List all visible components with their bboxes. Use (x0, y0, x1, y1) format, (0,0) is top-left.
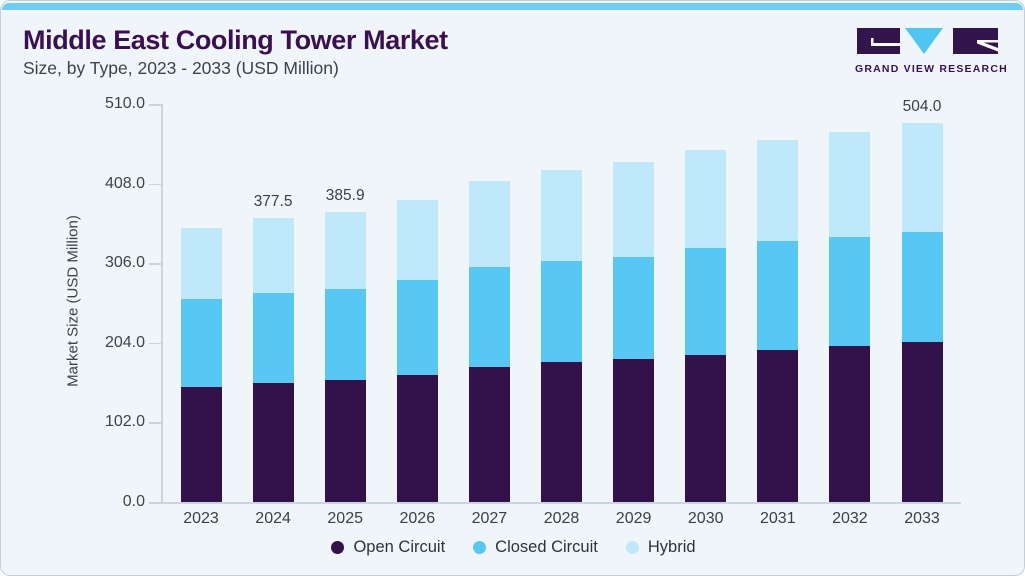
x-tick-label: 2025 (327, 510, 363, 527)
bar-segment-2026-open-circuit (396, 374, 438, 502)
y-tick-mark (149, 422, 161, 424)
bar-segment-2026-closed-circuit (396, 279, 438, 375)
bar-segment-2024-hybrid (252, 218, 294, 293)
chart-legend: Open Circuit Closed Circuit Hybrid (1, 538, 1024, 557)
bar-segment-2029-hybrid (613, 162, 655, 257)
y-tick-label: 408.0 (104, 174, 145, 192)
x-tick-label: 2026 (399, 510, 436, 527)
legend-item-closed-circuit: Closed Circuit (473, 538, 598, 557)
bar-segment-2029-closed-circuit (613, 256, 655, 359)
bar-segment-2030-closed-circuit (685, 247, 727, 355)
y-axis-line (161, 104, 163, 502)
legend-dot-icon (625, 541, 639, 554)
bar-segment-2023-closed-circuit (180, 298, 222, 388)
y-tick-label: 306.0 (104, 254, 145, 272)
y-axis-title: Market Size (USD Million) (64, 215, 82, 387)
x-axis-line (149, 502, 961, 504)
x-tick-label: 2027 (471, 510, 508, 527)
bar-segment-2024-open-circuit (252, 382, 294, 502)
bar-segment-2026-hybrid (396, 200, 438, 280)
bar-segment-2028-hybrid (541, 170, 582, 261)
bar-segment-2025-hybrid (324, 212, 366, 289)
x-tick-label: 2030 (687, 510, 724, 527)
bar-total-label: 385.9 (325, 187, 365, 205)
bar-segment-2027-closed-circuit (468, 266, 510, 367)
x-tick-label: 2031 (760, 510, 796, 527)
y-tick-label: 510.0 (104, 95, 145, 112)
y-tick-mark (149, 263, 161, 265)
y-tick-mark (149, 342, 161, 345)
bar-total-label: 377.5 (253, 193, 293, 211)
x-tick-label: 2028 (543, 510, 580, 527)
bar-segment-2028-closed-circuit (541, 260, 582, 362)
y-tick-label: 102.0 (104, 413, 145, 431)
bar-segment-2032-open-circuit (829, 345, 871, 502)
gvr-logo-icon (857, 28, 998, 54)
bar-segment-2029-open-circuit (613, 358, 655, 502)
bar-segment-2024-closed-circuit (252, 292, 294, 383)
legend-item-hybrid: Hybrid (625, 538, 696, 557)
legend-label: Open Circuit (353, 538, 446, 556)
top-accent-bar (2, 3, 1023, 10)
legend-dot-icon (473, 541, 487, 554)
bar-segment-2031-open-circuit (757, 349, 799, 502)
y-tick-label: 0.0 (122, 493, 145, 510)
x-tick-label: 2029 (615, 510, 652, 527)
bar-segment-2023-hybrid (180, 227, 222, 299)
x-tick-label: 2023 (183, 510, 219, 527)
bar-segment-2031-closed-circuit (757, 241, 799, 350)
bar-segment-2031-hybrid (757, 140, 799, 242)
x-tick-label: 2024 (255, 510, 291, 527)
gvr-logo-text: GRAND VIEW RESEARCH (855, 63, 1008, 75)
grand-view-research-logo: GRAND VIEW RESEARCH (855, 28, 1008, 75)
y-tick-mark (149, 183, 161, 186)
bar-segment-2028-open-circuit (541, 361, 582, 502)
bar-segment-2027-hybrid (468, 181, 510, 267)
bar-segment-2030-open-circuit (685, 354, 727, 502)
page-title: Middle East Cooling Tower Market (23, 25, 448, 55)
chart-header: Middle East Cooling Tower Market Size, b… (23, 25, 448, 79)
bar-segment-2033-open-circuit (901, 341, 943, 502)
bar-segment-2032-hybrid (829, 132, 871, 238)
y-tick-mark (149, 104, 161, 106)
y-tick-label: 204.0 (104, 333, 145, 351)
x-tick-label: 2032 (832, 510, 868, 527)
bar-segment-2027-open-circuit (468, 366, 510, 502)
bar-total-label: 504.0 (902, 98, 942, 116)
legend-label: Hybrid (647, 538, 696, 556)
legend-dot-icon (331, 541, 345, 554)
x-tick-label: 2033 (904, 510, 940, 527)
bar-segment-2033-hybrid (901, 123, 943, 232)
bar-segment-2025-open-circuit (324, 379, 366, 502)
bar-segment-2030-hybrid (685, 150, 727, 248)
legend-item-open-circuit: Open Circuit (331, 538, 445, 557)
bar-segment-2032-closed-circuit (829, 237, 871, 346)
bar-segment-2023-open-circuit (180, 387, 222, 502)
legend-label: Closed Circuit (495, 538, 598, 556)
bar-segment-2033-closed-circuit (901, 231, 943, 342)
bar-segment-2025-closed-circuit (324, 288, 366, 380)
page-subtitle: Size, by Type, 2023 - 2033 (USD Million) (23, 58, 339, 78)
